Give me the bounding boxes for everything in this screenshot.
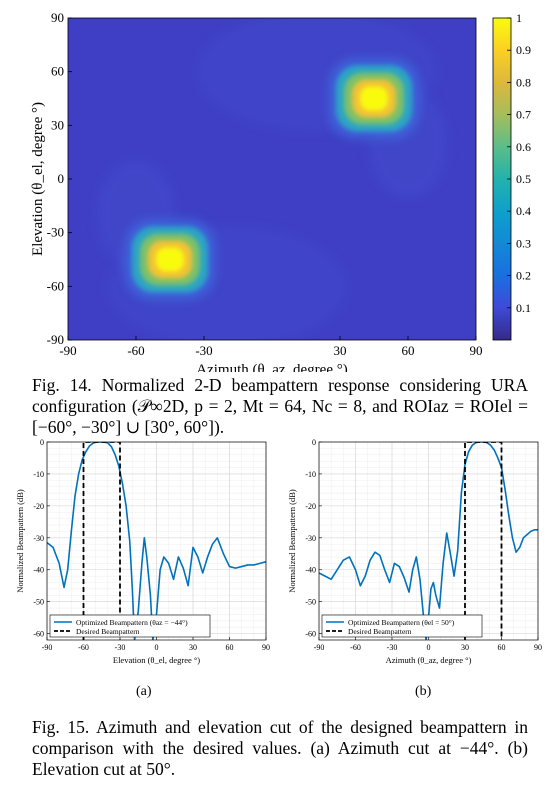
fig15-x-tick-label: 30 [461, 643, 469, 652]
fig14-colorbar-tick-label: 0.4 [516, 204, 531, 218]
fig14-x-tick-label: -60 [127, 343, 144, 358]
fig14-peak-1 [360, 86, 388, 111]
fig14-y-tick-label: 30 [51, 117, 64, 132]
fig15-x-tick-label: 60 [498, 643, 506, 652]
fig14-caption-label: Fig. 14. [32, 375, 92, 395]
fig15-panel-b: -90 -60 -30 0 30 60 90 0 -10 -20 -30 -40 -50 -60 Azimu… [287, 438, 542, 665]
fig14-colorbar-tick-label: 0.1 [516, 301, 531, 315]
fig15-x-tick-label: -60 [350, 643, 361, 652]
fig14-colorbar-tick-label: 0.3 [516, 236, 531, 250]
fig14-x-tick-label: -30 [195, 343, 212, 358]
fig15-y-tick-label: -10 [33, 470, 44, 479]
fig14-heatmap-area [68, 18, 476, 340]
fig14-x-axis-label: Azimuth (θ_az, degree °) [196, 362, 347, 372]
fig15-x-tick-label: 90 [534, 643, 542, 652]
fig14-y-tick-label: -90 [47, 332, 64, 347]
fig15-desired-line [82, 442, 121, 640]
fig15-legend [321, 614, 483, 638]
fig15-y-tick-label: -30 [33, 534, 44, 543]
fig15-y-tick-label: -40 [33, 566, 44, 575]
fig14-caption-text: Normalized 2-D beampattern response cons… [32, 375, 528, 437]
fig15-x-tick-label: -30 [115, 643, 126, 652]
fig15-x-tick-label: -90 [42, 643, 53, 652]
fig15-y-tick-label: -60 [33, 630, 44, 639]
fig15-x-axis-label: Elevation (θ_el, degree °) [113, 655, 200, 665]
fig14-colorbar-tick-label: 0.9 [516, 43, 531, 57]
fig15-x-tick-label: 0 [427, 643, 431, 652]
fig15-caption-text: Azimuth and elevation cut of the designe… [32, 717, 528, 779]
fig14-x-tick-label: -90 [59, 343, 76, 358]
fig14-y-tick-label: 60 [51, 64, 64, 79]
fig14-colorbar-tick-label: 0.6 [516, 140, 531, 154]
fig15-y-tick-label: -50 [33, 598, 44, 607]
fig15-legend [49, 614, 211, 638]
fig15-x-tick-label: 30 [189, 643, 197, 652]
fig14-y-axis-label: Elevation (θ_el, degree °) [30, 102, 46, 256]
fig14-colorbar-tick-label: 1 [516, 11, 522, 25]
fig15-x-tick-label: -30 [387, 643, 398, 652]
fig15-optimized-line [319, 442, 538, 640]
fig14-y-tick-label: -60 [47, 278, 64, 293]
fig15-legend-entry: Optimized Beampattern (θel = 50°) [348, 618, 455, 627]
fig15-legend-entry: Optimized Beampattern (θaz = −44°) [76, 618, 188, 627]
fig14-colorbar-tick-label: 0.7 [516, 108, 531, 122]
fig15-y-tick-label: -10 [305, 470, 316, 479]
fig15-panel-a: -90 -60 -30 0 30 60 90 0 -10 -20 -30 -40 -50 -60 Eleva… [15, 438, 270, 665]
fig15-y-tick-label: -50 [305, 598, 316, 607]
fig15-y-tick-label: -40 [305, 566, 316, 575]
fig15-y-axis-label: Normalized Beampattern (dB) [15, 489, 25, 593]
fig14-colorbar-tick-label: 0.2 [516, 269, 531, 283]
fig15-x-tick-label: -90 [314, 643, 325, 652]
fig15-x-axis-label: Azimuth (θ_az, degree °) [386, 655, 472, 665]
fig15-y-tick-label: -60 [305, 630, 316, 639]
fig14-x-tick-label: 90 [470, 343, 483, 358]
fig15-y-tick-label: -20 [33, 502, 44, 511]
fig14-caption: Fig. 14. Normalized 2-D beampattern resp… [32, 375, 528, 438]
fig15-y-tick-label: 0 [312, 438, 316, 447]
fig14-x-tick-label: 30 [334, 343, 347, 358]
fig15-y-tick-label: 0 [40, 438, 44, 447]
fig15-desired-line [464, 442, 503, 640]
fig15-legend-entry: Desired Beampattern [76, 627, 140, 636]
fig15-y-tick-label: -20 [305, 502, 316, 511]
fig15-legend-entry: Desired Beampattern [348, 627, 412, 636]
fig15-panel-label-b: (b) [415, 684, 432, 699]
fig15-caption-label: Fig. 15. [32, 717, 90, 737]
fig14-colorbar-tick-label: 0.8 [516, 75, 531, 89]
fig14-colorbar-tick-label: 0.5 [516, 172, 531, 186]
fig15-y-tick-label: -30 [305, 534, 316, 543]
fig14-y-tick-label: 0 [58, 171, 65, 186]
fig15-line-figure: -90 -60 -30 0 30 60 90 0 -10 -20 -30 -40 -50 -60 Eleva… [15, 438, 542, 665]
fig15-x-tick-label: -60 [78, 643, 89, 652]
fig15-panel-label-a: (a) [136, 684, 152, 699]
fig15-x-tick-label: 60 [226, 643, 234, 652]
fig14-y-tick-label: 90 [51, 10, 64, 25]
fig14-heatmap-figure: -90 -60 -30 30 60 90 90 60 30 0 -30 -60 -90 Azimuth (… [30, 10, 531, 372]
fig15-y-axis-label: Normalized Beampattern (dB) [287, 489, 297, 593]
fig14-y-tick-label: -30 [47, 225, 64, 240]
fig15-x-tick-label: 0 [155, 643, 159, 652]
fig15-caption: Fig. 15. Azimuth and elevation cut of th… [32, 717, 528, 780]
fig14-x-tick-label: 60 [402, 343, 415, 358]
fig15-x-tick-label: 90 [262, 643, 270, 652]
fig14-peak-2 [156, 247, 184, 272]
